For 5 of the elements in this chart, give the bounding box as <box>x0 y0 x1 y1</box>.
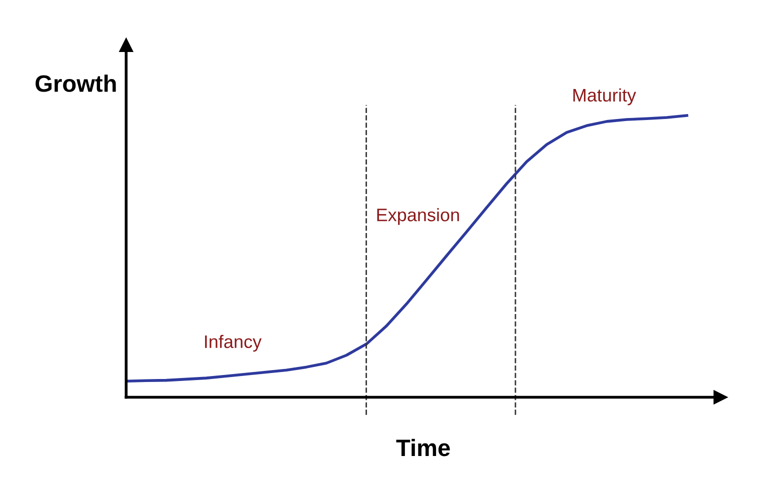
y-axis-title: Growth <box>36 74 116 92</box>
text: Maturity <box>573 88 636 106</box>
x-axis-title: Time <box>396 438 450 456</box>
annotation: Expansion <box>377 208 459 225</box>
annotation: Infancy <box>205 334 262 352</box>
